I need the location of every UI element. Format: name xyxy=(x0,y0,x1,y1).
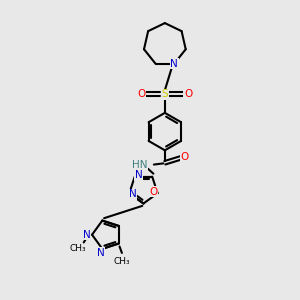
Text: CH₃: CH₃ xyxy=(114,257,130,266)
Text: HN: HN xyxy=(131,160,147,170)
Text: N: N xyxy=(135,170,143,180)
Text: O: O xyxy=(184,89,192,99)
Text: N: N xyxy=(97,248,105,258)
Text: N: N xyxy=(170,59,178,69)
Text: CH₃: CH₃ xyxy=(70,244,86,253)
Text: O: O xyxy=(138,89,146,99)
Text: N: N xyxy=(129,189,137,200)
Text: N: N xyxy=(83,230,91,240)
Text: O: O xyxy=(180,152,188,162)
Text: S: S xyxy=(161,89,168,99)
Text: O: O xyxy=(149,187,158,197)
